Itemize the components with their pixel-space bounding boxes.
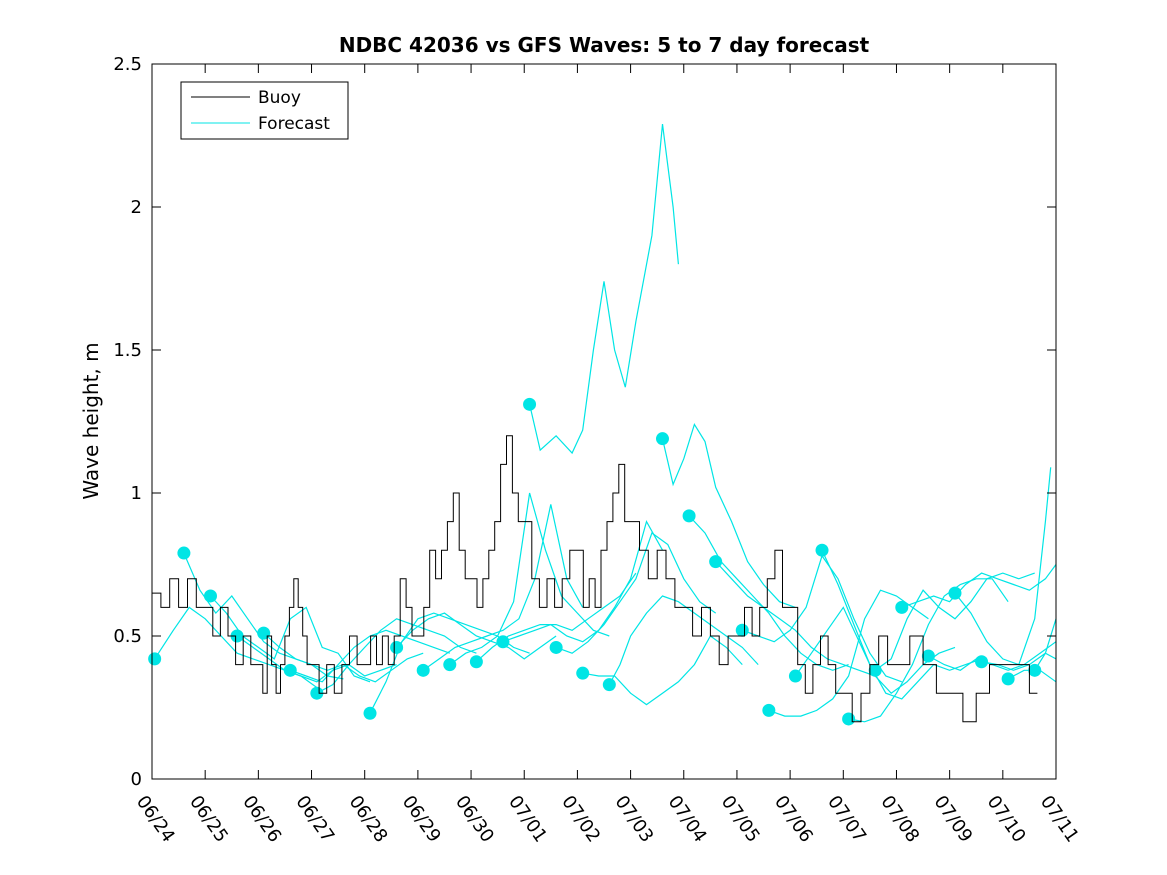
chart-title: NDBC 42036 vs GFS Waves: 5 to 7 day fore… (339, 33, 870, 57)
x-tick-label: 06/25 (185, 792, 232, 847)
forecast-run-line (715, 561, 876, 677)
x-tick-label: 07/02 (557, 792, 604, 847)
forecast-run-line (396, 612, 557, 660)
forecast-start-marker (948, 586, 962, 600)
y-tick-label: 0 (131, 769, 142, 790)
forecast-start-marker (148, 652, 162, 666)
forecast-run-line (502, 520, 664, 643)
y-axis-label: Wave height, m (79, 342, 103, 499)
forecast-start-marker (602, 678, 616, 692)
y-tick-label: 2.5 (113, 54, 142, 75)
y-tick-label: 1 (131, 483, 142, 504)
buoy-series (152, 435, 1038, 723)
x-tick-label: 06/24 (132, 792, 179, 847)
forecast-start-marker (283, 663, 297, 677)
forecast-start-marker (868, 663, 882, 677)
forecast-run-line (954, 467, 1052, 666)
forecast-run-line (608, 595, 759, 685)
forecast-run-line (316, 618, 477, 694)
legend: Buoy Forecast (180, 81, 349, 140)
forecast-run-line (848, 578, 1009, 723)
forecast-start-marker (788, 669, 802, 683)
x-tick-label: 07/10 (983, 792, 1030, 847)
forecast-run-line (874, 572, 1035, 671)
forecast-run-line (183, 552, 344, 680)
forecast-start-marker (842, 712, 856, 726)
forecast-start-marker (496, 635, 510, 649)
forecast-start-marker (815, 543, 829, 557)
forecast-run-line (236, 635, 397, 683)
x-tick-label: 07/11 (1036, 792, 1083, 847)
forecast-run-line (1034, 618, 1057, 671)
forecast-run-line (290, 629, 451, 683)
forecast-run-line (768, 589, 929, 717)
forecast-run-line (582, 635, 743, 706)
forecast-run-line (661, 422, 796, 608)
y-tick-label: 2 (131, 197, 142, 218)
y-tick-label: 0.5 (113, 626, 142, 647)
forecast-start-marker (709, 555, 723, 569)
forecast-start-marker (921, 649, 935, 663)
forecast-start-marker (655, 432, 669, 446)
forecast-run-line (529, 124, 679, 455)
forecast-start-marker (682, 509, 696, 523)
x-tick-label: 07/04 (664, 792, 711, 847)
x-tick-label: 07/06 (770, 792, 817, 847)
x-tick-label: 07/05 (717, 792, 764, 847)
forecast-start-marker (975, 655, 989, 669)
forecast-start-marker (310, 686, 324, 700)
forecast-run-line (901, 564, 1057, 608)
legend-buoy-label: Buoy (258, 88, 301, 108)
x-tick-label: 06/28 (345, 792, 392, 847)
x-tick-label: 07/07 (823, 792, 870, 847)
x-tick-label: 07/03 (611, 792, 658, 847)
forecast-start-marker (363, 706, 377, 720)
forecast-start-marker (895, 600, 909, 614)
forecast-start-marker (523, 397, 537, 411)
forecast-run-line (688, 515, 849, 671)
forecast-run-line (422, 504, 584, 671)
forecast-start-marker (576, 666, 590, 680)
legend-forecast-label: Forecast (258, 114, 330, 134)
forecast-series (148, 124, 1057, 726)
forecast-start-marker (443, 658, 457, 672)
axes-frame (151, 63, 1057, 780)
x-tick-label: 06/29 (398, 792, 445, 847)
x-tick-label: 07/01 (504, 792, 551, 847)
forecast-start-marker (230, 629, 244, 643)
forecast-start-marker (257, 626, 271, 640)
forecast-start-marker (390, 640, 404, 654)
forecast-start-marker (1001, 672, 1015, 686)
x-tick-label: 06/26 (238, 792, 285, 847)
forecast-start-marker (469, 655, 483, 669)
x-tick-label: 07/09 (930, 792, 977, 847)
plot-background (152, 64, 1056, 779)
x-tick-label: 07/08 (876, 792, 923, 847)
forecast-start-marker (203, 589, 217, 603)
forecast-start-marker (1028, 663, 1042, 677)
legend-box (180, 81, 349, 140)
buoy-line (152, 435, 1038, 723)
forecast-start-marker (549, 640, 563, 654)
forecast-run-line (449, 492, 610, 666)
forecast-start-marker (416, 663, 430, 677)
forecast-start-marker (762, 703, 776, 717)
y-tick-label: 1.5 (113, 340, 142, 361)
forecast-start-marker (177, 546, 191, 560)
x-tick-label: 06/27 (291, 792, 338, 847)
forecast-start-marker (735, 623, 749, 637)
plot-area (152, 64, 1056, 779)
x-tick-label: 06/30 (451, 792, 498, 847)
forecast-run-line (555, 532, 717, 654)
forecast-run-line (210, 595, 371, 683)
